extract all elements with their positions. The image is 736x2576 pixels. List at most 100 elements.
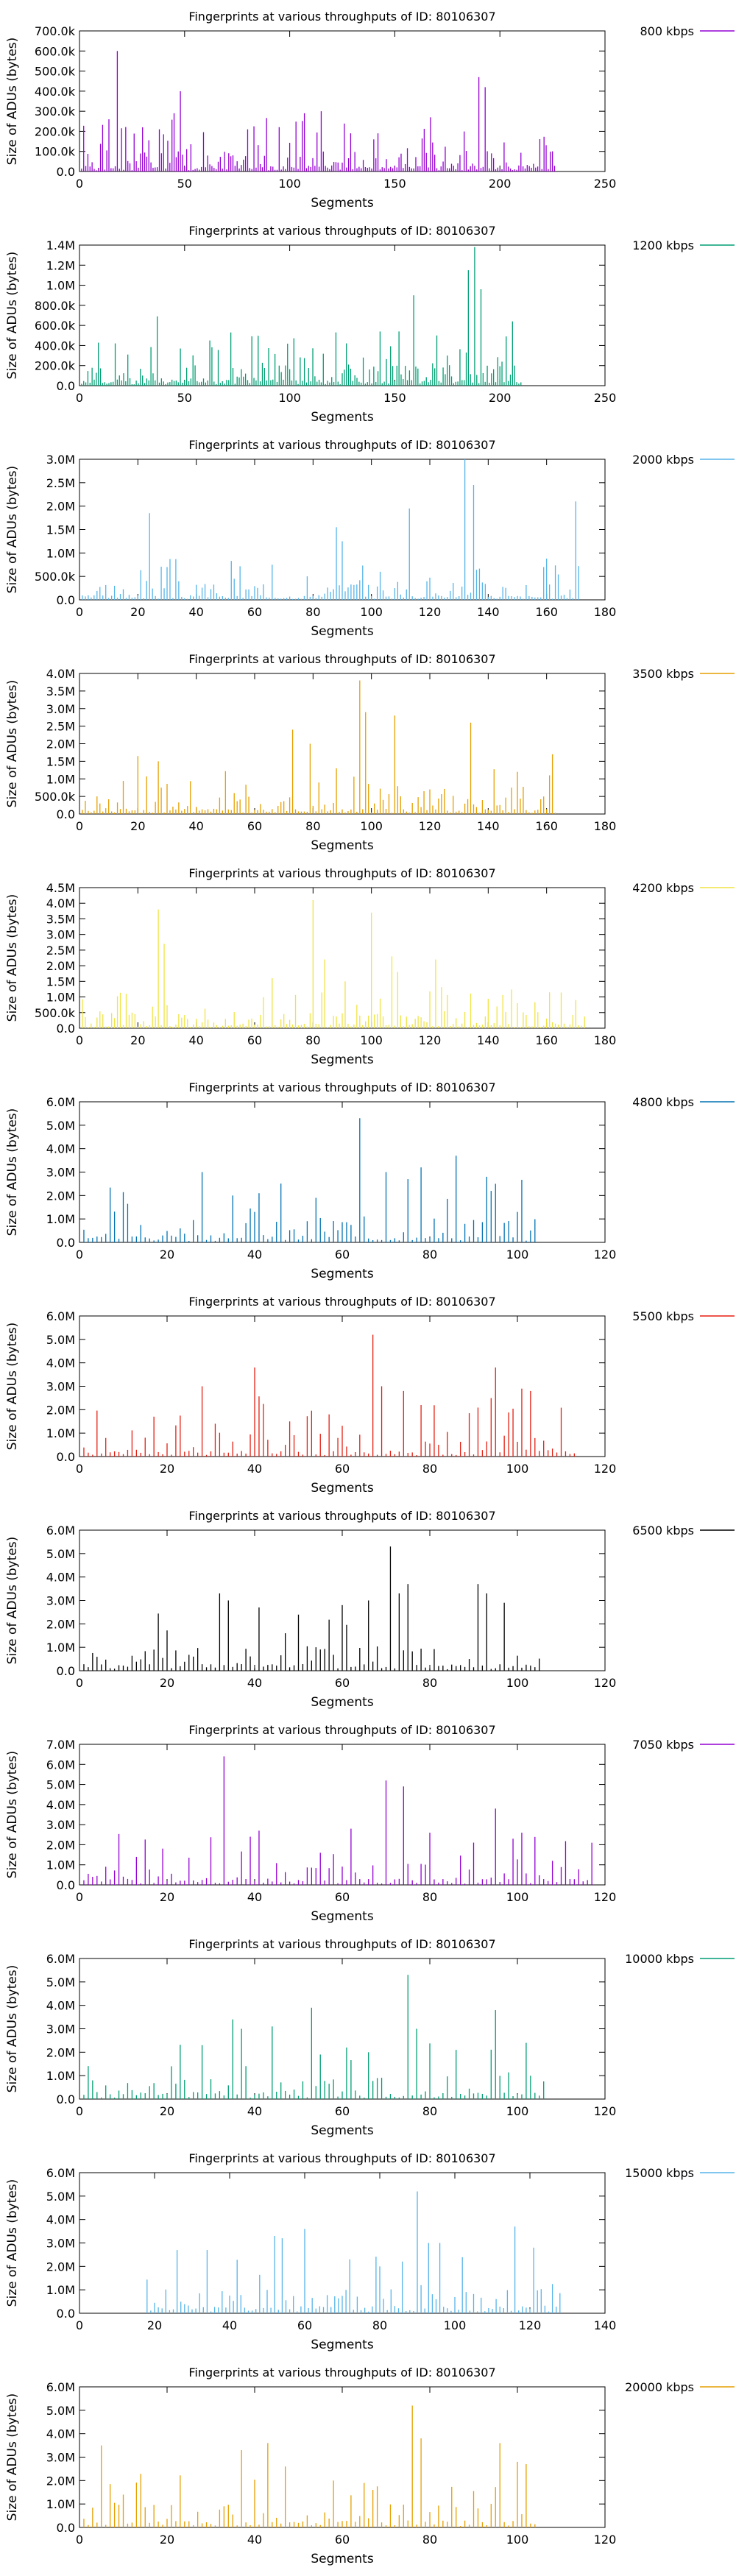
x-tick-label: 60: [247, 605, 262, 619]
x-tick-label: 80: [305, 1033, 320, 1047]
x-tick-label: 60: [297, 2318, 312, 2332]
x-tick-label: 20: [160, 2104, 174, 2118]
y-tick-label: 0.0: [57, 165, 75, 179]
y-tick-label: 1.5M: [46, 754, 75, 768]
x-tick-label: 50: [177, 177, 192, 191]
x-tick-label: 80: [422, 1890, 437, 1904]
chart-title: Fingerprints at various throughputs of I…: [188, 1080, 495, 1094]
y-tick-label: 4.0M: [46, 2213, 75, 2227]
y-tick-label: 4.0M: [46, 2427, 75, 2441]
x-tick-label: 100: [506, 2533, 529, 2547]
x-tick-label: 50: [177, 391, 192, 405]
x-tick-label: 120: [419, 819, 442, 833]
y-tick-label: 3.0M: [46, 1166, 75, 1180]
bar-series: [83, 1118, 536, 1242]
x-axis-label: Segments: [311, 1695, 374, 1710]
y-tick-label: 0.0: [57, 1664, 75, 1678]
y-tick-label: 0.0: [57, 1450, 75, 1464]
y-tick-label: 1.0M: [46, 279, 75, 293]
x-tick-label: 40: [222, 2318, 237, 2332]
x-tick-label: 100: [278, 177, 301, 191]
chart-panel-12: Fingerprints at various throughputs of I…: [5, 2366, 735, 2566]
legend-label: 800 kbps: [640, 24, 694, 38]
chart-title: Fingerprints at various throughputs of I…: [188, 1295, 495, 1309]
x-axis-label: Segments: [311, 1909, 374, 1924]
y-tick-label: 4.0M: [46, 1798, 75, 1812]
y-tick-label: 200.0k: [35, 124, 76, 138]
x-tick-label: 40: [247, 1676, 262, 1690]
x-tick-label: 40: [247, 1890, 262, 1904]
y-axis-label: Size of ADUs (bytes): [5, 38, 20, 166]
y-tick-label: 3.0M: [46, 453, 75, 467]
legend-label: 6500 kbps: [632, 1524, 694, 1538]
x-tick-label: 120: [594, 1248, 617, 1262]
y-tick-label: 0.0: [57, 593, 75, 607]
x-tick-label: 80: [422, 2104, 437, 2118]
plot-frame: [79, 244, 606, 386]
y-tick-label: 2.0M: [46, 2045, 75, 2059]
y-tick-label: 5.0M: [46, 1975, 75, 1989]
y-tick-label: 1.5M: [46, 974, 75, 988]
x-axis-label: Segments: [311, 624, 374, 639]
y-tick-label: 0.0: [57, 2092, 75, 2106]
y-tick-label: 4.0M: [46, 1142, 75, 1156]
chart-title: Fingerprints at various throughputs of I…: [188, 2366, 495, 2379]
y-tick-label: 4.0M: [46, 1999, 75, 2013]
x-tick-label: 60: [247, 1033, 262, 1047]
x-tick-label: 100: [506, 1676, 529, 1690]
x-tick-label: 40: [188, 605, 203, 619]
x-tick-label: 40: [247, 2533, 262, 2547]
y-tick-label: 100.0k: [35, 145, 76, 159]
x-tick-label: 100: [506, 2104, 529, 2118]
x-tick-label: 180: [594, 819, 617, 833]
x-tick-label: 40: [247, 1248, 262, 1262]
y-tick-label: 1.2M: [46, 258, 75, 272]
y-tick-label: 0.0: [57, 1022, 75, 1036]
y-tick-label: 1.0M: [46, 991, 75, 1005]
x-axis-label: Segments: [311, 196, 374, 210]
legend-label: 20000 kbps: [625, 2380, 694, 2394]
y-tick-label: 3.0M: [46, 2237, 75, 2251]
x-tick-label: 80: [305, 819, 320, 833]
y-axis-label: Size of ADUs (bytes): [5, 2393, 20, 2522]
chart-title: Fingerprints at various throughputs of I…: [188, 866, 495, 880]
y-tick-label: 600.0k: [35, 44, 76, 58]
x-tick-label: 180: [594, 1033, 617, 1047]
legend-label: 3500 kbps: [632, 667, 694, 681]
y-tick-label: 3.0M: [46, 2023, 75, 2037]
y-tick-label: 1.0M: [46, 1426, 75, 1440]
y-tick-label: 2.0M: [46, 1617, 75, 1631]
x-tick-label: 120: [594, 2104, 617, 2118]
x-tick-label: 60: [335, 1248, 350, 1262]
y-tick-label: 3.5M: [46, 912, 75, 926]
x-tick-label: 0: [76, 2318, 83, 2332]
legend-label: 10000 kbps: [625, 1952, 694, 1966]
legend-label: 7050 kbps: [632, 1738, 694, 1752]
x-tick-label: 60: [335, 2533, 350, 2547]
bar-series: [81, 247, 522, 386]
x-tick-label: 180: [594, 605, 617, 619]
y-tick-label: 3.0M: [46, 1818, 75, 1832]
x-axis-label: Segments: [311, 1052, 374, 1067]
y-tick-label: 3.0M: [46, 702, 75, 716]
x-tick-label: 40: [247, 2104, 262, 2118]
x-tick-label: 20: [130, 819, 145, 833]
chart-title: Fingerprints at various throughputs of I…: [188, 438, 495, 452]
x-tick-label: 140: [477, 819, 500, 833]
y-tick-label: 6.0M: [46, 1952, 75, 1966]
x-tick-label: 0: [76, 1890, 83, 1904]
y-axis-label: Size of ADUs (bytes): [5, 894, 20, 1022]
chart-panel-2: Fingerprints at various throughputs of I…: [5, 224, 735, 425]
x-tick-label: 100: [506, 1248, 529, 1262]
y-tick-label: 0.0: [57, 2521, 75, 2535]
x-tick-label: 120: [419, 605, 442, 619]
y-axis-label: Size of ADUs (bytes): [5, 680, 20, 808]
y-tick-label: 4.0M: [46, 1356, 75, 1370]
y-axis-label: Size of ADUs (bytes): [5, 1108, 20, 1236]
x-tick-label: 20: [147, 2318, 162, 2332]
chart-title: Fingerprints at various throughputs of I…: [188, 10, 495, 24]
chart-panel-10: Fingerprints at various throughputs of I…: [5, 1937, 735, 2138]
x-tick-label: 250: [594, 391, 617, 405]
y-tick-label: 6.0M: [46, 1095, 75, 1109]
x-tick-label: 40: [188, 1033, 203, 1047]
